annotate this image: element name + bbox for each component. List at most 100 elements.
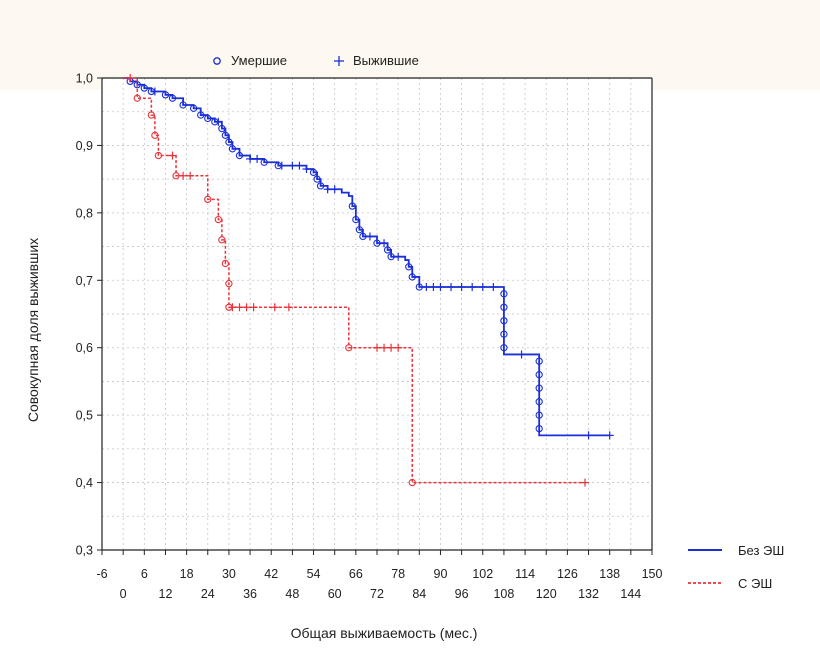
censored-marker [270, 303, 279, 312]
y-tick-label: 0,3 [76, 544, 93, 558]
x-tick-label: 102 [472, 567, 493, 581]
y-tick-label: 0,6 [76, 341, 93, 355]
death-marker [500, 317, 508, 325]
death-marker [204, 114, 212, 123]
death-marker [260, 158, 268, 166]
marker-legend: Умершие Выжившие [213, 53, 419, 68]
death-marker [345, 344, 353, 352]
censored-marker [468, 283, 477, 292]
death-marker [161, 91, 170, 99]
death-marker [151, 131, 159, 139]
censored-marker [373, 343, 381, 352]
death-marker [228, 145, 237, 153]
x-tick-label: 90 [434, 567, 448, 581]
censored-marker [246, 154, 255, 163]
y-tick-label: 0,9 [76, 139, 93, 153]
censored-marker [478, 283, 487, 292]
x-tick-label: 108 [493, 587, 514, 601]
y-axis-title: Совокупная доля выживших [25, 238, 41, 422]
death-marker [535, 357, 543, 365]
x-tick-label: 30 [222, 567, 236, 581]
death-marker [408, 273, 416, 281]
death-marker [309, 168, 318, 177]
death-marker [190, 104, 198, 112]
x-tick-label: 66 [349, 567, 363, 581]
legend-plus-marker [334, 56, 344, 66]
censored-marker [284, 303, 293, 312]
x-tick-label: 120 [536, 587, 557, 601]
legend-censored-label: Выжившие [353, 53, 419, 68]
death-marker [535, 384, 543, 392]
death-marker [221, 131, 230, 139]
x-tick-label: 126 [557, 567, 578, 581]
censored-marker [581, 478, 590, 487]
series-legend: Без ЭШ С ЭШ [688, 543, 784, 591]
censored-marker [302, 165, 311, 174]
x-tick-label: 42 [264, 567, 278, 581]
death-marker [405, 263, 413, 271]
x-axis-title: Общая выживаемость (мес.) [291, 625, 478, 641]
x-tick-label: 150 [642, 567, 663, 581]
x-tick-label: 114 [515, 567, 535, 581]
censored-marker [330, 185, 339, 194]
censored-marker [277, 161, 286, 170]
x-tick-label: 6 [141, 567, 148, 581]
x-tick-label: 78 [391, 567, 405, 581]
x-tick-label: 72 [370, 587, 384, 601]
survival-curve-esh [123, 77, 586, 484]
series-layer [123, 74, 614, 487]
censored-marker [436, 283, 445, 292]
censored-marker [447, 283, 456, 292]
death-marker [535, 371, 543, 379]
grid [102, 78, 652, 550]
death-marker [535, 411, 543, 419]
death-marker [535, 424, 543, 433]
censored-marker [489, 283, 498, 292]
legend-series-esh: С ЭШ [738, 576, 772, 591]
death-marker [235, 151, 244, 160]
x-tick-label: 18 [180, 567, 194, 581]
censored-marker [126, 74, 135, 82]
death-marker [218, 124, 226, 133]
censored-marker [517, 350, 526, 359]
legend-circle-marker [213, 57, 221, 65]
censored-marker [323, 185, 332, 194]
y-tick-label: 1,0 [76, 72, 93, 86]
x-tick-label: 54 [307, 567, 321, 581]
death-marker [179, 101, 187, 109]
x-tick-label: 96 [455, 587, 469, 601]
censored-marker [457, 283, 466, 292]
series-esh [123, 74, 590, 487]
legend-deaths-label: Умершие [231, 53, 287, 68]
x-tick-label: 60 [328, 587, 342, 601]
y-tick-label: 0,4 [76, 476, 93, 490]
death-marker [133, 94, 141, 102]
death-marker [355, 226, 364, 234]
death-marker [500, 290, 508, 298]
death-marker [500, 344, 508, 352]
death-marker [383, 246, 392, 254]
x-tick-label: 132 [578, 587, 599, 601]
y-tick-label: 0,7 [76, 274, 93, 288]
y-tick-label: 0,5 [76, 409, 93, 423]
censored-marker [150, 87, 159, 96]
death-marker [352, 215, 360, 224]
death-marker [168, 94, 177, 102]
censored-marker [235, 303, 244, 312]
death-marker [140, 84, 148, 92]
censored-marker [168, 151, 177, 160]
censored-marker [387, 343, 396, 352]
censored-marker [253, 154, 262, 163]
death-marker [500, 330, 508, 338]
y-tick-label: 0,8 [76, 206, 93, 220]
x-tick-label: 84 [412, 587, 426, 601]
censored-marker [186, 171, 195, 180]
censored-marker [295, 161, 304, 170]
death-marker [225, 280, 233, 288]
censored-marker [605, 431, 614, 440]
x-axis-ticks: -6 6 18 30 42 54 66 78 90 102 114 126 138 150 0 12 24 36 4… [96, 550, 662, 601]
death-marker [408, 478, 416, 487]
death-marker [218, 236, 226, 244]
x-tick-label: 138 [599, 567, 620, 581]
